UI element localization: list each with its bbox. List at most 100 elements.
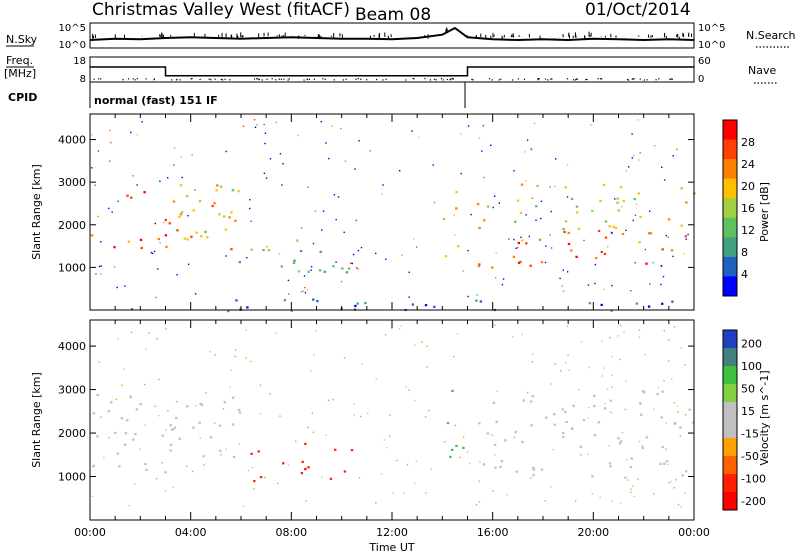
range-cell <box>175 416 178 419</box>
scatter-cell <box>649 210 651 212</box>
scatter-cell <box>588 407 590 409</box>
scatter-cell <box>165 429 167 431</box>
range-cell <box>169 443 173 446</box>
scatter-cell <box>161 462 163 464</box>
scatter-cell <box>383 439 385 441</box>
nave-point <box>275 79 277 81</box>
scatter-cell <box>234 349 237 351</box>
scatter-cell <box>117 200 119 202</box>
range-cell <box>649 232 653 235</box>
scatter-cell <box>173 164 175 166</box>
range-cell <box>304 468 307 471</box>
scatter-cell <box>611 355 613 358</box>
scatter-cell <box>164 490 167 492</box>
range-cell <box>608 462 612 465</box>
scatter-cell <box>568 369 570 371</box>
range-cell <box>96 393 99 397</box>
scatter-cell <box>665 234 667 237</box>
scatter-cell <box>466 451 469 453</box>
scatter-cell <box>621 205 623 208</box>
scatter-cell <box>492 206 494 209</box>
range-cell <box>593 434 596 437</box>
scatter-cell <box>246 257 248 259</box>
power-colorbar-tick: 12 <box>741 224 755 237</box>
range-cell <box>521 441 524 444</box>
range-cell <box>195 231 198 234</box>
range-cell <box>364 301 367 305</box>
power-colorbar: 4 8 12 16 20 24 28 <box>722 119 755 297</box>
range-cell <box>600 303 603 306</box>
range-cell <box>259 476 263 479</box>
scatter-cell <box>173 147 176 149</box>
range-cell <box>206 236 209 239</box>
scatter-cell <box>483 176 485 179</box>
noise-tick-low-right: 10^0 <box>698 40 725 51</box>
range-cell <box>218 213 221 216</box>
scatter-cell <box>279 415 281 417</box>
scatter-cell <box>619 502 622 504</box>
freq-tick-high: 18 <box>73 56 86 67</box>
range-cell <box>629 466 633 469</box>
scatter-cell <box>117 338 119 340</box>
scatter-cell <box>250 220 252 222</box>
scatter-cell <box>417 136 420 139</box>
range-cell <box>126 419 129 422</box>
scatter-cell <box>357 268 359 270</box>
range-cell <box>680 224 683 227</box>
range-cell <box>591 475 594 478</box>
range-cell <box>231 189 235 192</box>
range-cell <box>478 263 481 266</box>
scatter-cell <box>357 249 360 252</box>
nave-point <box>287 79 289 81</box>
scatter-cell <box>531 197 534 199</box>
range-cell <box>262 249 265 252</box>
range-cell <box>145 468 148 471</box>
range-cell <box>475 299 478 302</box>
range-cell <box>164 471 167 474</box>
scatter-cell <box>630 491 632 493</box>
nave-point <box>199 78 201 81</box>
colorbar-swatch <box>723 178 737 199</box>
range-cell <box>482 463 486 466</box>
scatter-cell <box>300 291 303 293</box>
range-cell <box>290 309 293 312</box>
scatter-cell <box>307 426 309 429</box>
scatter-cell <box>123 368 126 370</box>
nsky-label: N.Sky <box>6 33 38 46</box>
nave-point <box>550 78 552 80</box>
scatter-cell <box>194 189 196 191</box>
range-cell <box>670 249 674 252</box>
scatter-cell <box>494 195 496 197</box>
range-cell <box>603 407 607 410</box>
range-cell <box>202 455 205 458</box>
nave-point <box>224 78 226 80</box>
scatter-cell <box>98 265 101 268</box>
scatter-cell <box>475 504 478 506</box>
cpid-row: CPID normal (fast) 151 IF <box>8 82 466 108</box>
scatter-cell <box>333 194 336 196</box>
scatter-cell <box>644 248 646 251</box>
scatter-cell <box>630 488 632 490</box>
range-cell <box>312 298 315 301</box>
range-cell <box>618 442 622 445</box>
range-cell <box>354 304 357 308</box>
range-cell <box>319 250 322 253</box>
scatter-cell <box>684 492 686 494</box>
nave-point <box>523 78 526 80</box>
scatter-cell <box>606 388 609 390</box>
range-cell <box>600 250 603 254</box>
scatter-cell <box>550 210 552 213</box>
chart-title: Christmas Valley West (fitACF) <box>92 0 350 20</box>
scatter-cell <box>673 402 676 404</box>
scatter-cell <box>335 261 337 263</box>
scatter-cell <box>668 339 670 341</box>
range-cell <box>478 227 481 230</box>
range-cell <box>536 184 539 187</box>
scatter-cell <box>100 416 102 418</box>
scatter-cell <box>253 119 256 121</box>
scatter-cell <box>321 229 323 231</box>
nave-point <box>600 78 602 80</box>
scatter-cell <box>187 263 190 265</box>
scatter-cell <box>506 494 508 496</box>
scatter-cell <box>665 448 667 450</box>
